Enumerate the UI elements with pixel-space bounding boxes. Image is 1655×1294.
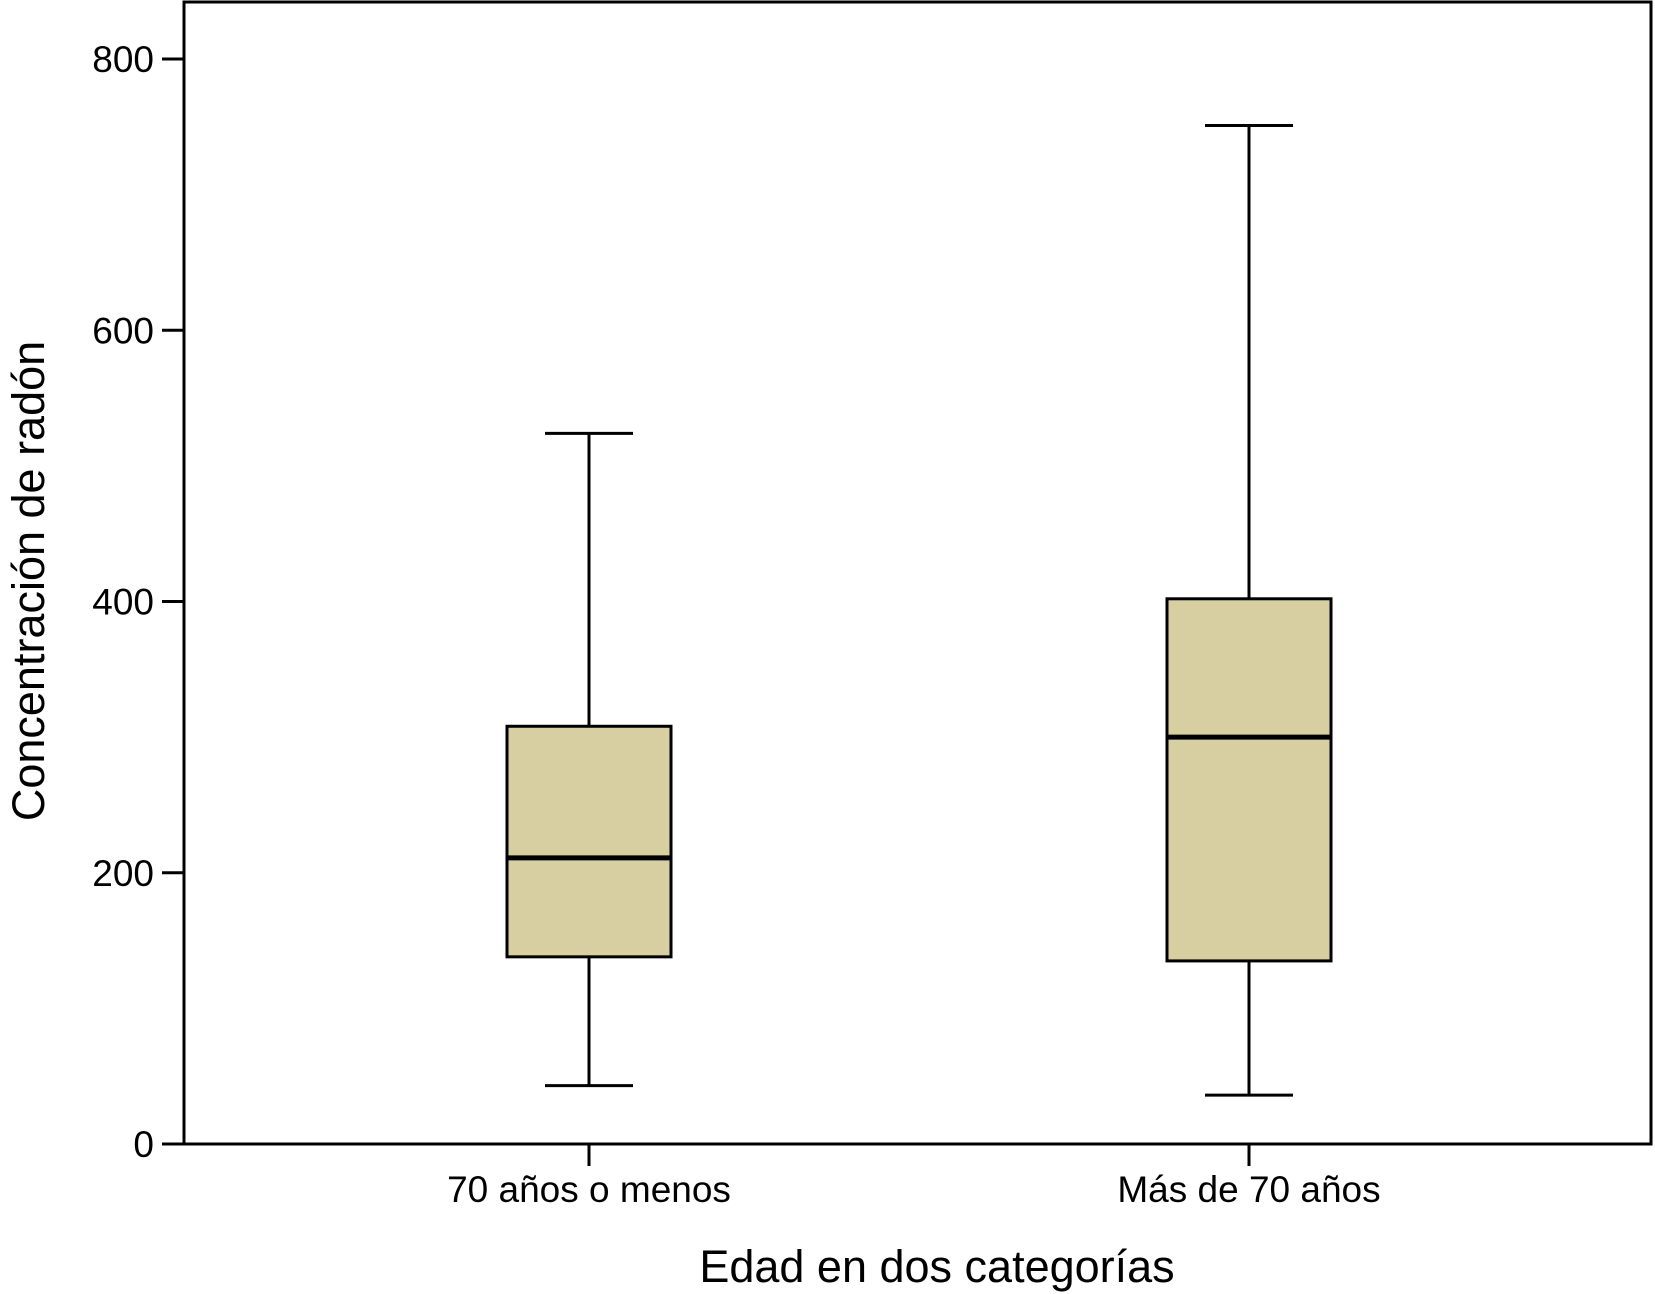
y-axis: 0 200 400 600 800 bbox=[92, 39, 184, 1165]
y-axis-title: Concentración de radón bbox=[3, 341, 54, 821]
y-tick-label: 400 bbox=[92, 582, 154, 623]
box-iqr bbox=[1165, 597, 1333, 963]
x-tick-label: 70 años o menos bbox=[447, 1169, 731, 1210]
plot-area bbox=[182, 0, 1653, 1146]
y-tick-label: 600 bbox=[92, 310, 154, 351]
x-axis-title: Edad en dos categorías bbox=[699, 1241, 1174, 1292]
box-iqr bbox=[505, 724, 673, 959]
y-tick-label: 200 bbox=[92, 853, 154, 894]
x-tick-label: Más de 70 años bbox=[1117, 1169, 1380, 1210]
y-tick-label: 0 bbox=[133, 1124, 154, 1165]
box-1 bbox=[505, 431, 673, 1088]
y-tick-label: 800 bbox=[92, 39, 154, 80]
plot-frame bbox=[182, 0, 1653, 1146]
x-axis: 70 años o menos Más de 70 años bbox=[447, 1144, 1381, 1210]
box-2 bbox=[1165, 123, 1333, 1097]
boxes-group bbox=[505, 123, 1333, 1097]
